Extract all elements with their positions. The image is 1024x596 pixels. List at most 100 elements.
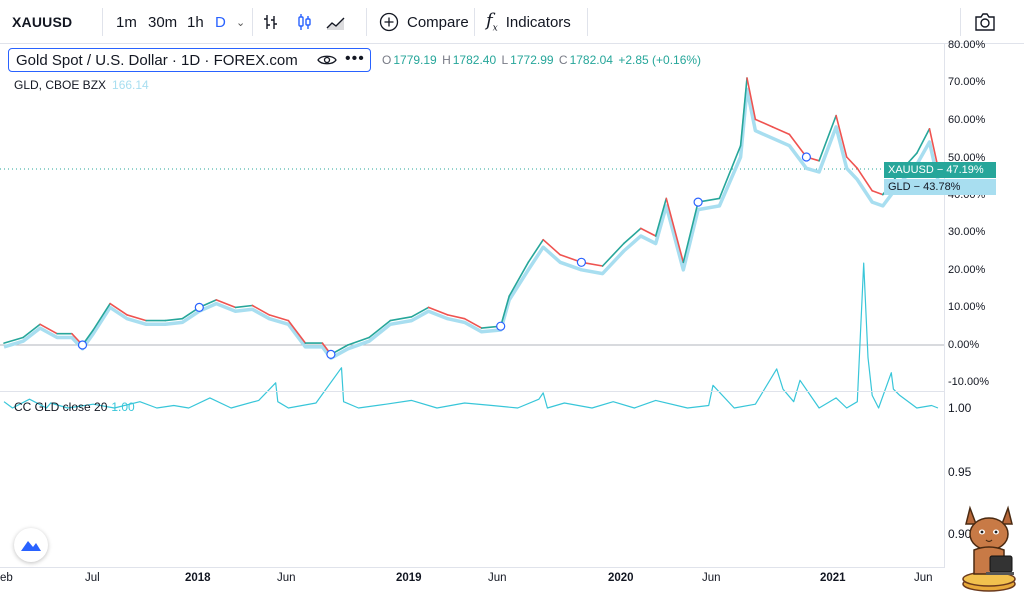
- bar-chart-icon[interactable]: [262, 0, 280, 44]
- indicator-label: CC GLD close 20: [14, 400, 108, 414]
- xauusd-segment: [22, 323, 41, 339]
- xauusd-segment: [389, 315, 413, 322]
- xauusd-segment: [928, 128, 939, 169]
- top-toolbar: XAUUSD 1m 30m 1h D ⌄ Compare fx Indicato…: [0, 0, 1024, 44]
- xauusd-segment: [234, 304, 254, 309]
- timeframe-30m[interactable]: 30m: [148, 13, 178, 31]
- indicators-button[interactable]: fx Indicators: [486, 0, 571, 44]
- high-label: H: [442, 53, 451, 67]
- cat-mascot-icon: [962, 505, 1016, 592]
- timeframe-1m[interactable]: 1m: [116, 13, 137, 31]
- compare-series-legend[interactable]: GLD, CBOE BZX 166.14: [14, 78, 149, 92]
- change-value: +2.85 (+0.16%): [618, 53, 702, 67]
- ohlc-values: O 1779.19 H 1782.40 L 1772.99 C 1782.04 +2.8…: [382, 53, 703, 67]
- compare-button[interactable]: Compare: [379, 0, 469, 44]
- xauusd-segment: [215, 299, 237, 309]
- y-tick-label: 10.00%: [948, 301, 986, 313]
- x-tick-label: 2019: [396, 572, 422, 584]
- xauusd-segment: [856, 167, 874, 192]
- xauusd-segment: [287, 319, 307, 344]
- xauusd-segment: [871, 190, 884, 196]
- x-tick-label: Jun: [914, 572, 933, 584]
- xauusd-segment: [654, 197, 668, 237]
- x-tick-label: Jun: [702, 572, 721, 584]
- y-tick-label: -10.00%: [948, 376, 989, 388]
- time-axis-border: [0, 567, 944, 568]
- tradingview-logo-icon[interactable]: [14, 528, 48, 562]
- xauusd-segment: [601, 242, 625, 267]
- indicator-value: 1.00: [111, 400, 135, 414]
- xauusd-segment: [818, 114, 837, 162]
- event-marker[interactable]: [326, 349, 336, 359]
- more-options-icon[interactable]: •••: [345, 50, 365, 67]
- y-tick-label: 80.00%: [948, 39, 986, 51]
- xauusd-segment: [126, 314, 147, 322]
- xauusd-segment: [446, 314, 466, 320]
- gld-series-line[interactable]: [3, 87, 940, 360]
- event-marker[interactable]: [77, 340, 88, 350]
- xauusd-segment: [3, 336, 24, 344]
- eye-icon[interactable]: [317, 52, 337, 68]
- x-tick-label: eb: [0, 572, 13, 584]
- y-tick-label: 30.00%: [948, 226, 986, 238]
- cc-y-tick-label: 0.90: [948, 527, 972, 541]
- correlation-line[interactable]: [3, 262, 939, 409]
- timeframe-d[interactable]: D: [215, 13, 226, 31]
- cc-y-tick-label: 0.95: [948, 465, 972, 479]
- low-label: L: [501, 53, 509, 67]
- indicator-legend[interactable]: CC GLD close 20 1.00: [14, 400, 135, 414]
- xauusd-segment: [463, 317, 483, 329]
- x-tick-label: Jul: [85, 572, 100, 584]
- event-marker[interactable]: [496, 321, 506, 331]
- toolbar-divider: [366, 8, 367, 36]
- y-tick-label: 50.00%: [948, 152, 986, 164]
- xauusd-segment: [251, 304, 271, 316]
- x-tick-label: 2018: [185, 572, 211, 584]
- xauusd-segment: [410, 306, 430, 318]
- event-marker[interactable]: [194, 302, 204, 312]
- timeframe-1h[interactable]: 1h: [187, 13, 204, 31]
- xauusd-segment: [542, 238, 562, 256]
- xauusd-price-badge: XAUUSD − 47.19%: [884, 162, 996, 178]
- y-tick-label: 60.00%: [948, 114, 986, 126]
- xauusd-segment: [622, 227, 642, 245]
- xauusd-segment: [508, 261, 530, 297]
- high-value: 1782.40: [452, 53, 497, 67]
- xauusd-segment: [268, 314, 290, 322]
- xauusd-segment: [639, 227, 657, 237]
- plus-circle-icon: [379, 12, 399, 32]
- symbol-search[interactable]: XAUUSD: [12, 14, 73, 30]
- camera-icon[interactable]: [974, 0, 996, 44]
- event-marker[interactable]: [576, 257, 587, 267]
- timeframe-dropdown-icon[interactable]: ⌄: [236, 16, 246, 29]
- pane-separator[interactable]: [0, 391, 944, 392]
- gld-price-badge: GLD − 43.78%: [884, 179, 996, 195]
- xauusd-segment: [109, 302, 128, 316]
- indicators-label: Indicators: [505, 13, 571, 31]
- toolbar-divider: [960, 8, 961, 36]
- xauusd-segment: [915, 128, 931, 154]
- x-tick-label: Jun: [277, 572, 296, 584]
- xauusd-segment: [92, 302, 111, 331]
- toolbar-divider: [474, 8, 475, 36]
- x-tick-label: 2021: [820, 572, 846, 584]
- xauusd-segment: [845, 156, 859, 170]
- xauusd-segment: [746, 77, 757, 121]
- event-marker[interactable]: [801, 152, 812, 162]
- x-tick-label: Jun: [488, 572, 507, 584]
- compare-symbol: GLD, CBOE BZX: [14, 78, 107, 92]
- candles-icon[interactable]: [296, 0, 314, 44]
- xauusd-segment: [771, 126, 791, 136]
- xauusd-segment: [718, 144, 742, 200]
- event-marker[interactable]: [693, 197, 703, 207]
- xauusd-segment: [527, 238, 545, 264]
- area-chart-icon[interactable]: [326, 0, 346, 44]
- toolbar-divider: [252, 8, 253, 36]
- xauusd-segment: [427, 306, 449, 316]
- xauusd-segment: [788, 133, 808, 158]
- main-series-legend[interactable]: Gold Spot / U.S. Dollar · 1D · FOREX.com…: [8, 48, 371, 72]
- low-value: 1772.99: [510, 53, 554, 67]
- xauusd-segment: [164, 317, 184, 322]
- open-label: O: [382, 53, 392, 67]
